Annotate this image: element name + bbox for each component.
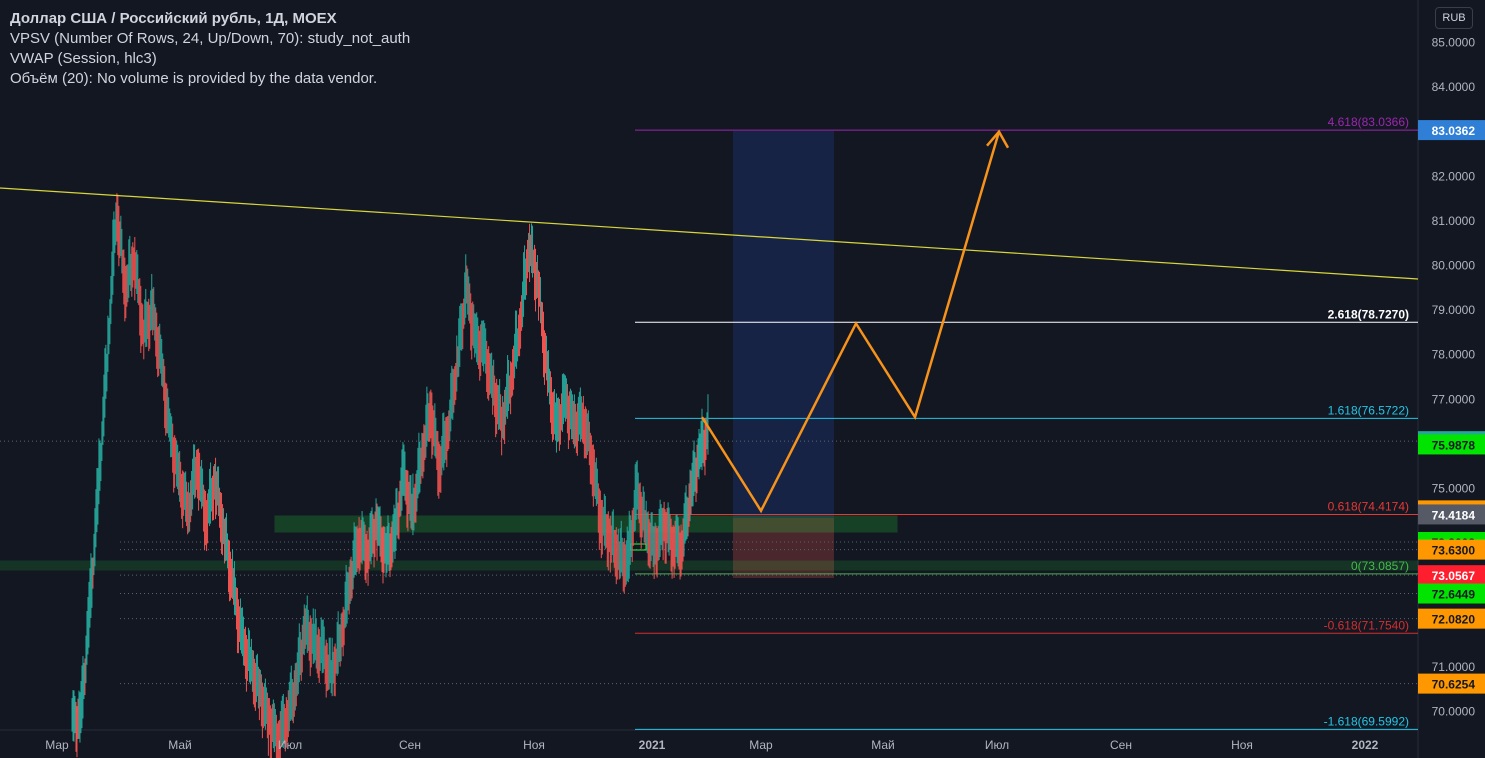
time-axis-tick: Июл	[278, 738, 302, 752]
price-axis-tick: 79.0000	[1432, 303, 1476, 317]
time-axis-tick: 2022	[1352, 738, 1379, 752]
currency-button[interactable]: RUB	[1435, 7, 1473, 29]
price-tag-bg	[1418, 565, 1485, 586]
price-tag-bg	[1418, 583, 1485, 604]
price-tag-label: 74.4184	[1432, 508, 1476, 522]
chart-legend: Доллар США / Российский рубль, 1Д, MOEX …	[10, 9, 410, 89]
indicator-vwap: VWAP (Session, hlc3)	[10, 50, 157, 67]
fib-level-label: 2.618(78.7270)	[1328, 307, 1409, 321]
time-axis-tick: Май	[871, 738, 895, 752]
price-axis-tick: 82.0000	[1432, 169, 1476, 183]
price-tag-label: 72.0820	[1432, 613, 1476, 627]
time-axis-tick: Июл	[985, 738, 1009, 752]
price-tag-label: 73.0567	[1432, 569, 1476, 583]
price-axis-tick: 77.0000	[1432, 392, 1476, 406]
price-tag-label: 83.0362	[1432, 124, 1476, 138]
price-tag-bg	[1418, 608, 1485, 629]
price-tag-label: 75.9878	[1432, 438, 1476, 452]
price-axis-tick: 81.0000	[1432, 214, 1476, 228]
price-tag-bg	[1418, 434, 1485, 455]
support-zone-upper	[274, 515, 898, 533]
projection-arrowhead	[986, 129, 1010, 149]
price-axis-tick: 75.0000	[1432, 482, 1476, 496]
time-axis-tick: Мар	[45, 738, 69, 752]
price-axis-tick: 85.0000	[1432, 36, 1476, 50]
time-axis-tick: 2021	[639, 738, 666, 752]
fib-level-label: 0.618(74.4174)	[1328, 499, 1409, 513]
time-axis-tick: Мар	[749, 738, 773, 752]
price-tag-label: 73.6300	[1432, 544, 1476, 558]
fib-level-label: -0.618(71.7540)	[1324, 618, 1409, 632]
fib-level-label: -1.618(69.5992)	[1324, 714, 1409, 728]
time-axis-tick: Сен	[1110, 738, 1132, 752]
time-axis-tick: Ноя	[1231, 738, 1253, 752]
price-tag-label: 72.6449	[1432, 588, 1476, 602]
price-axis-tick: 80.0000	[1432, 259, 1476, 273]
chart-title: Доллар США / Российский рубль, 1Д, MOEX	[10, 10, 337, 27]
price-axis-tick: 71.0000	[1432, 660, 1476, 674]
risk-zone	[733, 518, 834, 578]
price-axis-pane	[1418, 0, 1485, 758]
support-zone-lower	[0, 560, 1419, 571]
price-axis-tick: 78.0000	[1432, 348, 1476, 362]
projection-time-band	[733, 131, 834, 518]
price-tag-bg	[1418, 120, 1485, 141]
price-tag-bg	[1418, 539, 1485, 560]
price-axis-tick: 84.0000	[1432, 80, 1476, 94]
price-tag-label: 70.6254	[1432, 678, 1476, 692]
price-axis-tick: 70.0000	[1432, 705, 1476, 719]
time-axis-tick: Ноя	[523, 738, 545, 752]
projection-path	[700, 131, 1001, 514]
price-tag-bg	[1418, 673, 1485, 694]
fib-level-label: 1.618(76.5722)	[1328, 403, 1409, 417]
time-axis-tick: Сен	[399, 738, 421, 752]
fib-level-label: 4.618(83.0366)	[1328, 115, 1409, 129]
fib-level-label: 0(73.0857)	[1351, 559, 1409, 573]
indicator-vpsv: VPSV (Number Of Rows, 24, Up/Down, 70): …	[10, 30, 411, 47]
price-tag-bg	[1418, 504, 1485, 525]
time-axis-tick: Май	[168, 738, 192, 752]
indicator-volume: Объём (20): No volume is provided by the…	[10, 70, 378, 87]
descending-trendline	[0, 187, 1419, 280]
